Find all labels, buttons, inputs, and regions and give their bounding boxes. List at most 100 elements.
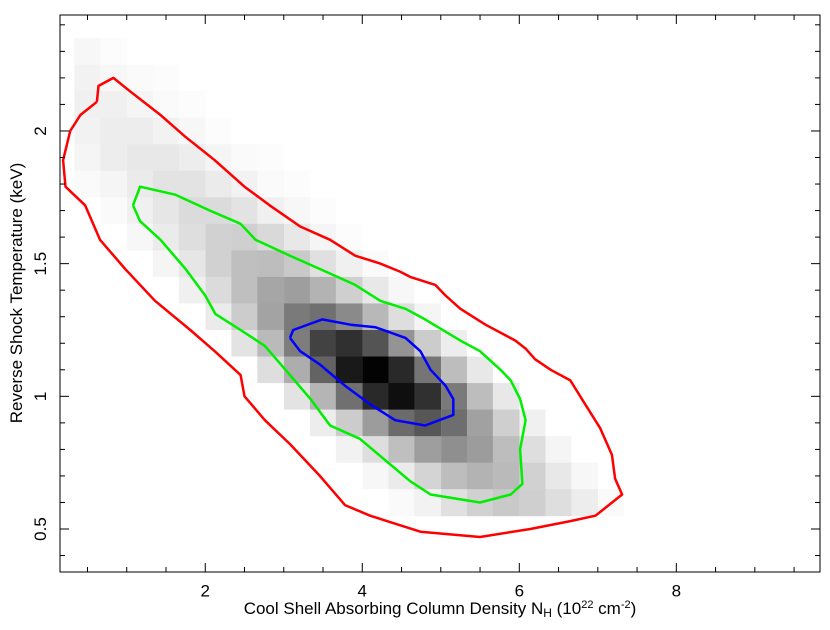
heat-cell xyxy=(231,276,259,304)
heat-cell xyxy=(492,436,520,464)
heat-cell xyxy=(441,250,468,278)
heat-cell xyxy=(309,329,337,358)
heat-cell xyxy=(362,117,390,145)
heat-cell xyxy=(414,462,442,490)
heat-cell xyxy=(178,303,206,331)
heat-cell xyxy=(126,276,154,304)
heat-cell xyxy=(388,38,416,66)
heat-cell xyxy=(309,170,337,198)
heat-cell xyxy=(231,91,259,119)
heat-cell xyxy=(100,276,127,304)
heat-cell xyxy=(284,489,311,517)
heat-cell xyxy=(152,276,180,304)
heat-cell xyxy=(178,383,206,411)
heat-cell xyxy=(284,117,311,145)
heat-cell xyxy=(441,462,468,490)
heat-cell xyxy=(598,276,625,304)
heat-cell xyxy=(284,303,311,331)
heat-cell xyxy=(74,462,102,490)
heat-cell xyxy=(205,64,233,92)
heat-cell xyxy=(205,250,233,278)
heat-cell xyxy=(362,356,390,384)
heat-cell xyxy=(519,276,547,304)
heat-cell xyxy=(205,462,233,490)
heat-cell xyxy=(492,356,520,384)
heat-cell xyxy=(74,64,102,92)
heat-cell xyxy=(284,170,311,198)
heat-cell xyxy=(414,197,442,225)
heat-cell xyxy=(362,144,390,172)
heat-cell xyxy=(623,276,651,304)
heat-cell xyxy=(388,223,416,251)
heat-cell xyxy=(545,303,573,331)
heat-cell xyxy=(257,409,284,437)
heat-cell xyxy=(571,170,599,198)
heat-cell xyxy=(492,462,520,490)
heat-cell xyxy=(441,303,468,331)
heat-cell xyxy=(335,64,363,92)
heat-cell xyxy=(335,38,363,66)
heat-cell xyxy=(284,144,311,172)
heat-cell xyxy=(100,409,127,437)
heat-cell xyxy=(414,91,442,119)
heat-cell xyxy=(519,356,547,384)
heat-cell xyxy=(257,489,284,517)
heat-cell xyxy=(466,38,494,66)
heat-cell xyxy=(257,462,284,490)
heat-cell xyxy=(100,117,127,145)
heat-cell xyxy=(231,197,259,225)
heat-cell xyxy=(414,170,442,198)
heat-cell xyxy=(100,197,127,225)
x-axis-label: Cool Shell Absorbing Column Density NH (… xyxy=(244,599,637,620)
heat-cell xyxy=(100,329,127,358)
heat-cell xyxy=(284,197,311,225)
heat-cell xyxy=(388,64,416,92)
heat-cell xyxy=(100,356,127,384)
heat-cell xyxy=(205,436,233,464)
heat-cell xyxy=(414,117,442,145)
heat-cell xyxy=(257,250,284,278)
heat-cell xyxy=(362,383,390,411)
heat-cell xyxy=(126,383,154,411)
heat-cell xyxy=(205,144,233,172)
heat-cell xyxy=(284,329,311,358)
heat-cell xyxy=(414,38,442,66)
heat-cell xyxy=(623,383,651,411)
heat-cell xyxy=(126,91,154,119)
heat-cell xyxy=(362,38,390,66)
heat-cell xyxy=(74,489,102,517)
heat-cell xyxy=(257,38,284,66)
y-tick-label: 1 xyxy=(31,392,50,401)
heat-cell xyxy=(126,303,154,331)
heat-cell xyxy=(335,144,363,172)
heat-cell xyxy=(414,383,442,411)
x-tick-label: 6 xyxy=(515,581,524,600)
heat-cell xyxy=(598,462,625,490)
heat-cell xyxy=(623,223,651,251)
heat-cell xyxy=(74,303,102,331)
heat-cell xyxy=(441,144,468,172)
heat-cell xyxy=(152,329,180,358)
heat-cell xyxy=(100,38,127,66)
heat-cell xyxy=(466,436,494,464)
heat-cell xyxy=(466,144,494,172)
heat-cell xyxy=(623,64,651,92)
heat-cell xyxy=(466,64,494,92)
heat-cell xyxy=(623,117,651,145)
heat-cell xyxy=(309,250,337,278)
heat-cell xyxy=(519,250,547,278)
heat-cell xyxy=(126,144,154,172)
heat-cell xyxy=(388,489,416,517)
heat-cell xyxy=(414,436,442,464)
y-tick-label: 1.5 xyxy=(31,252,50,276)
heat-cell xyxy=(388,383,416,411)
heat-cell xyxy=(335,462,363,490)
heat-cell xyxy=(178,436,206,464)
heat-cell xyxy=(74,329,102,358)
heat-cell xyxy=(257,276,284,304)
heat-cell xyxy=(598,356,625,384)
heat-cell xyxy=(178,170,206,198)
heat-cell xyxy=(231,64,259,92)
heat-cell xyxy=(519,197,547,225)
